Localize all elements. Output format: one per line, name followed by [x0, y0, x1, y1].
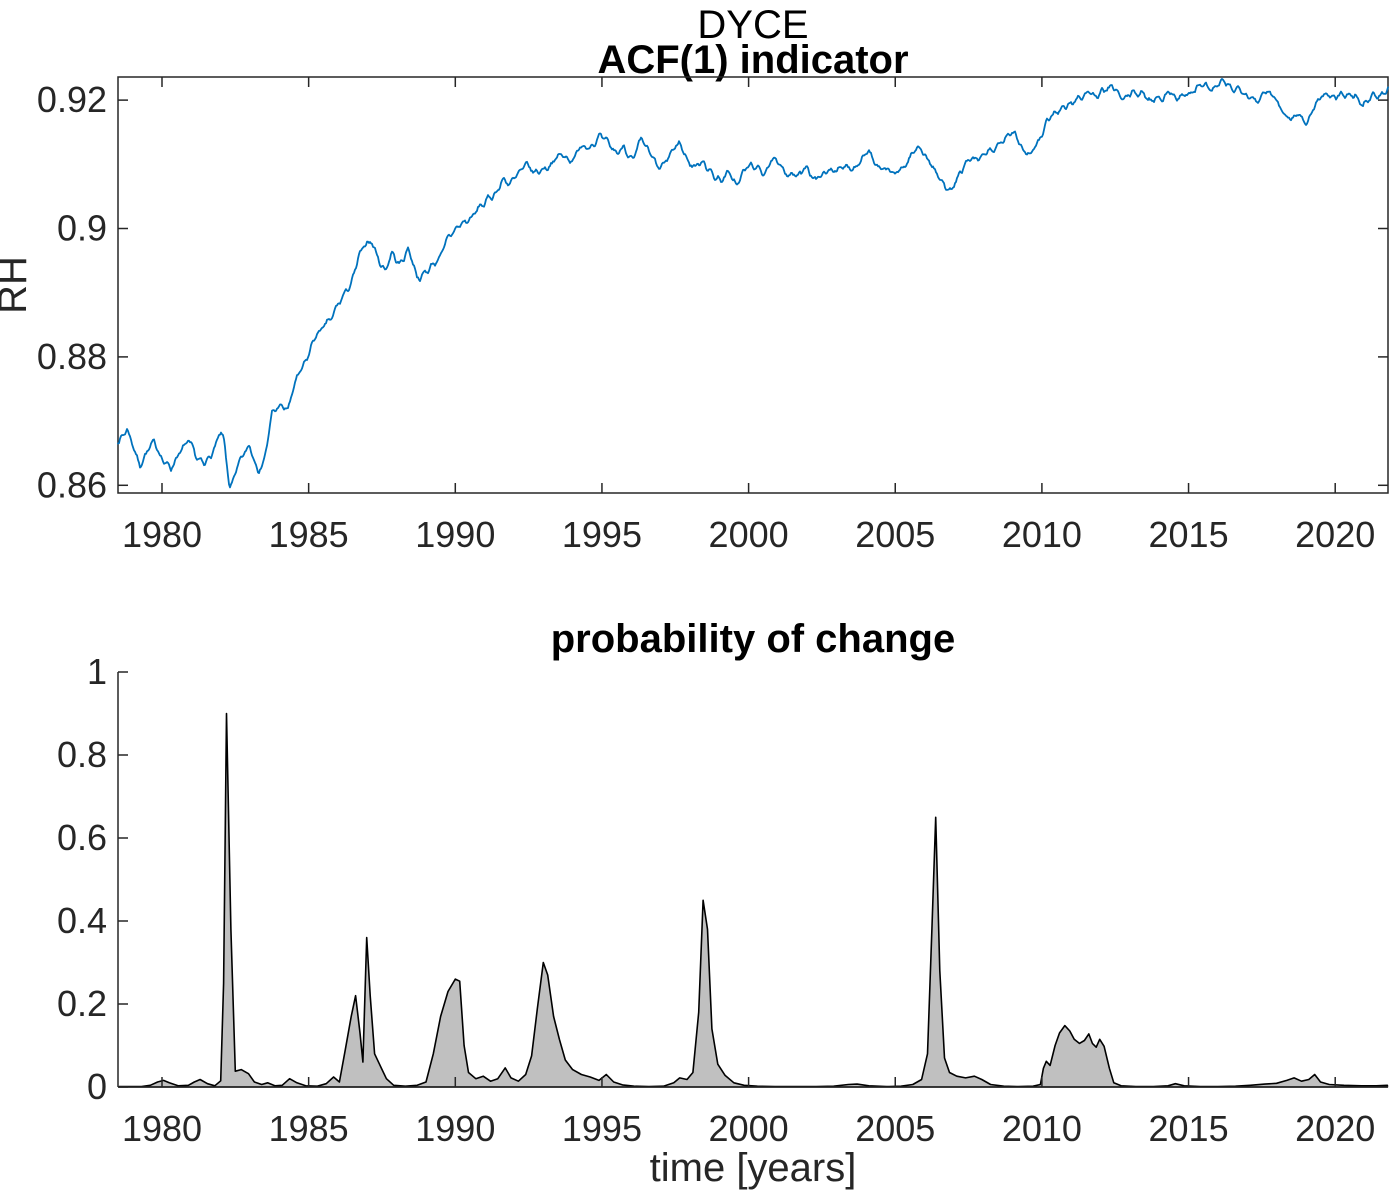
- y-tick-label: 0.92: [37, 79, 107, 120]
- probability-plot: 1980 1985 1990 1995 2000 2005 2010 2015 2020 0 0.2…: [57, 651, 1389, 1149]
- y-tick-label: 0.9: [57, 208, 107, 249]
- probability-plot-title: probability of change: [551, 617, 955, 661]
- acf-plot-title: ACF(1) indicator: [597, 38, 908, 82]
- y-tick-label: 0.4: [57, 900, 107, 941]
- figure-suptitle: DYCE: [697, 3, 808, 47]
- x-tick-label: 2020: [1295, 1108, 1375, 1149]
- acf-ylabel: RH: [0, 256, 35, 314]
- y-tick-label: 1: [87, 651, 107, 692]
- x-tick-label: 2005: [855, 514, 935, 555]
- y-tick-label: 0.8: [57, 734, 107, 775]
- acf-line: [117, 78, 1389, 489]
- x-tick-label: 2020: [1295, 514, 1375, 555]
- acf-plot: 1980 1985 1990 1995 2000 2005 2010 2015 2020 0.86…: [37, 76, 1389, 555]
- x-tick-label: 1985: [269, 1108, 349, 1149]
- x-tick-label: 2010: [1002, 514, 1082, 555]
- x-tick-label: 2000: [709, 514, 789, 555]
- x-tick-label: 1995: [562, 1108, 642, 1149]
- y-tick-label: 0: [87, 1066, 107, 1107]
- x-tick-label: 2010: [1002, 1108, 1082, 1149]
- y-tick-label: 0.86: [37, 464, 107, 505]
- y-tick-label: 0.88: [37, 336, 107, 377]
- axis-box: [117, 76, 1389, 494]
- x-tick-label: 1995: [562, 514, 642, 555]
- time-xlabel: time [years]: [650, 1146, 857, 1190]
- x-tick-label: 1980: [122, 1108, 202, 1149]
- x-tick-label: 2015: [1149, 1108, 1229, 1149]
- x-tick-label: 1990: [415, 1108, 495, 1149]
- x-tick-label: 2000: [709, 1108, 789, 1149]
- x-tick-label: 1990: [415, 514, 495, 555]
- x-tick-label: 2005: [855, 1108, 935, 1149]
- y-tick-label: 0.6: [57, 817, 107, 858]
- y-tick-label: 0.2: [57, 983, 107, 1024]
- x-tick-label: 1980: [122, 514, 202, 555]
- x-tick-label: 2015: [1149, 514, 1229, 555]
- x-tick-label: 1985: [269, 514, 349, 555]
- probability-area: [118, 712, 1389, 1088]
